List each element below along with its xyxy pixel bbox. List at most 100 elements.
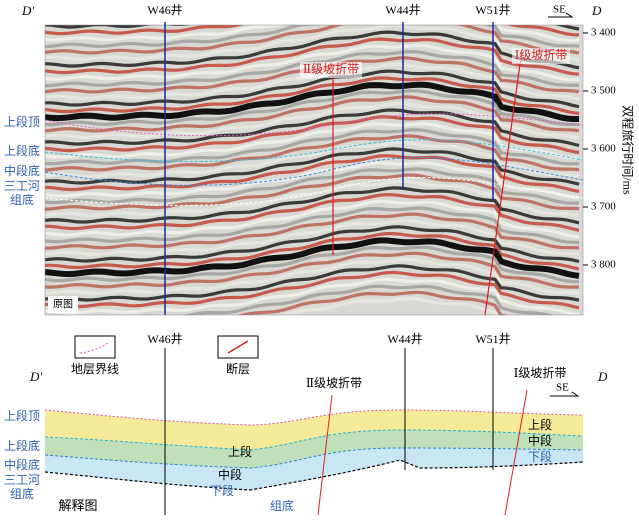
legend-symbol	[227, 340, 249, 354]
reflection	[45, 25, 580, 37]
horizon-label: 三工河	[4, 179, 40, 193]
reflection	[140, 284, 555, 315]
direction-arrow	[550, 391, 580, 397]
label-bg	[300, 62, 362, 78]
upper-unit	[45, 410, 583, 450]
well-label: W44井	[385, 3, 420, 17]
horizon-line	[44, 113, 584, 137]
well-label: W51井	[475, 332, 510, 346]
reflection	[45, 199, 580, 239]
horizon-label: 上段顶	[4, 408, 40, 423]
reflection	[45, 76, 580, 115]
reflection	[45, 101, 580, 140]
reflection	[45, 186, 580, 225]
reflection	[45, 218, 580, 257]
reflection	[45, 25, 580, 55]
reflection	[45, 161, 580, 200]
horizon-line	[44, 459, 584, 491]
reflection	[45, 43, 579, 82]
horizon-line	[44, 429, 584, 451]
reflection	[45, 30, 580, 70]
reflection	[45, 257, 580, 296]
horizon-line	[44, 139, 584, 163]
lower-unit	[45, 448, 583, 490]
reflection	[45, 245, 580, 284]
direction-label: SE	[553, 4, 566, 16]
reflection	[45, 154, 580, 193]
horizon-label: 上段顶	[4, 114, 40, 129]
y-tick-label: 3 600	[591, 143, 616, 155]
legend-label: 地层界线	[71, 362, 119, 376]
y-tick-label: 3 800	[591, 259, 616, 271]
reflection	[45, 134, 580, 172]
reflection	[45, 173, 580, 211]
reflection	[45, 25, 580, 43]
unit-label: 中段	[218, 467, 242, 482]
reflection	[45, 140, 580, 179]
reflection	[45, 147, 580, 186]
reflection	[45, 251, 580, 289]
reflection	[45, 167, 580, 205]
unit-label: 中段	[528, 433, 552, 448]
middle-unit	[45, 430, 583, 468]
reflection	[45, 89, 579, 127]
caption-box	[48, 296, 78, 313]
well-label: W51井	[475, 3, 510, 17]
section-end-label: D	[591, 3, 602, 18]
reflection	[45, 206, 579, 244]
section-end-label: D'	[21, 3, 34, 18]
reflection	[280, 296, 499, 315]
y-tick-label: 3 400	[591, 27, 616, 39]
legend-label: 断层	[226, 361, 250, 376]
reflection	[45, 277, 580, 315]
reflection	[45, 69, 580, 109]
legend-symbol	[79, 341, 111, 354]
reflection	[45, 212, 580, 250]
slope-break-label: Ⅰ级坡折带	[515, 47, 568, 62]
slope-break-label: Ⅰ级坡折带	[514, 365, 567, 380]
section-end-label: D	[597, 369, 608, 384]
horizon-label: 中段底	[4, 457, 40, 472]
unit-label: 上段	[228, 444, 252, 459]
reflection	[45, 37, 580, 76]
y-tick-label: 3 500	[591, 85, 616, 97]
horizon-line	[44, 409, 584, 426]
y-tick-label: 3 700	[591, 201, 616, 213]
reflection	[45, 81, 579, 122]
horizon-label: 组底	[10, 486, 34, 501]
horizon-label: 三工河	[4, 473, 40, 487]
reflection	[45, 192, 580, 232]
well-label: W46井	[147, 332, 182, 346]
legend-box	[74, 335, 116, 359]
unit-label: 下段	[528, 449, 552, 464]
reflection	[45, 128, 579, 166]
direction-arrow	[548, 12, 574, 18]
caption: 解释图	[58, 498, 97, 513]
reflection	[45, 25, 580, 63]
axis-title: 双程旅行时间/ms	[620, 105, 635, 195]
legend-box	[217, 335, 259, 359]
panel-frame	[44, 24, 584, 316]
horizon-label: 上段底	[4, 438, 40, 453]
reflection	[45, 108, 580, 148]
unit-label: 组底	[270, 498, 294, 513]
reflection	[45, 225, 580, 264]
reflection	[237, 290, 510, 315]
direction-label: SE	[556, 382, 569, 394]
reflection	[45, 95, 580, 133]
horizon-line	[44, 157, 584, 186]
label-bg	[512, 48, 570, 64]
fault-line	[504, 389, 528, 516]
section-end-label: D'	[29, 369, 42, 384]
well-label: W46井	[147, 3, 182, 17]
fault-line	[484, 49, 523, 316]
caption: 原图	[53, 298, 73, 310]
reflection	[45, 25, 580, 31]
fault-line	[317, 394, 333, 516]
horizon-label: 中段底	[4, 163, 40, 178]
slope-break-label: Ⅱ级坡折带	[306, 375, 362, 390]
unit-label: 下段	[210, 483, 234, 498]
reflection	[45, 237, 580, 279]
reflection	[45, 270, 580, 310]
